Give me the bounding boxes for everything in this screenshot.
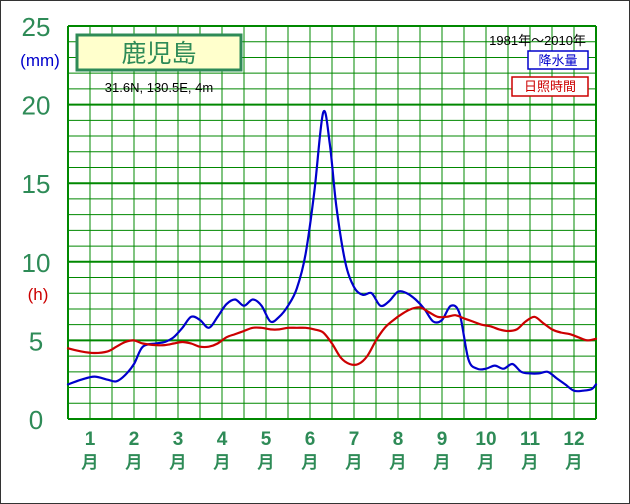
title-box — [75, 33, 243, 72]
month-label: 8 — [393, 429, 404, 450]
month-unit-label: 月 — [521, 453, 539, 473]
month-unit-label: 月 — [213, 453, 231, 473]
month-label: 12 — [563, 429, 584, 450]
month-unit-label: 月 — [433, 453, 451, 473]
y-tick-label: 10 — [22, 248, 51, 278]
chart-title: 鹿児島 — [121, 39, 196, 68]
month-label: 1 — [85, 429, 96, 450]
month-label: 7 — [349, 429, 360, 450]
legend-precip-box — [527, 50, 589, 70]
grid — [67, 25, 597, 420]
month-unit-label: 月 — [169, 453, 187, 473]
data-lines — [66, 109, 598, 393]
precip-unit-label: (mm) — [20, 51, 60, 70]
location-label: 31.6N, 130.5E, 4m — [105, 80, 213, 95]
y-tick-label: 15 — [22, 169, 51, 199]
month-unit-label: 月 — [301, 453, 319, 473]
y-tick-label: 5 — [29, 326, 43, 356]
sun-unit-label: (h) — [28, 285, 49, 304]
month-label: 6 — [305, 429, 316, 450]
period-label: 1981年〜2010年 — [489, 33, 586, 48]
legend-sun-label: 日照時間 — [524, 80, 576, 95]
month-label: 11 — [520, 429, 541, 450]
sunshine-series-line — [66, 306, 598, 366]
y-tick-label: 25 — [22, 12, 51, 42]
month-unit-label: 月 — [257, 453, 275, 473]
month-unit-label: 月 — [389, 453, 407, 473]
month-unit-label: 月 — [477, 453, 495, 473]
y-tick-label: 0 — [29, 405, 43, 435]
legend-precip-label: 降水量 — [538, 54, 577, 69]
month-unit-label: 月 — [565, 453, 583, 473]
month-label: 4 — [217, 429, 228, 450]
month-label: 5 — [261, 429, 272, 450]
x-axis-labels: 1 月 2 月 3 月 4 月 5 月 6 月 7 月 8 月 9 月 10 月 11 月 12 月 — [81, 429, 585, 473]
y-tick-label: 20 — [22, 91, 51, 121]
y-axis-labels: 0 5 10 15 20 25 — [22, 12, 51, 435]
month-label: 10 — [475, 429, 496, 450]
month-unit-label: 月 — [125, 453, 143, 473]
month-unit-label: 月 — [81, 453, 99, 473]
precip-series-line — [66, 109, 598, 393]
month-label: 9 — [437, 429, 448, 450]
month-label: 2 — [129, 429, 140, 450]
month-label: 3 — [173, 429, 184, 450]
month-unit-label: 月 — [345, 453, 363, 473]
legend-sun-box — [511, 76, 589, 97]
